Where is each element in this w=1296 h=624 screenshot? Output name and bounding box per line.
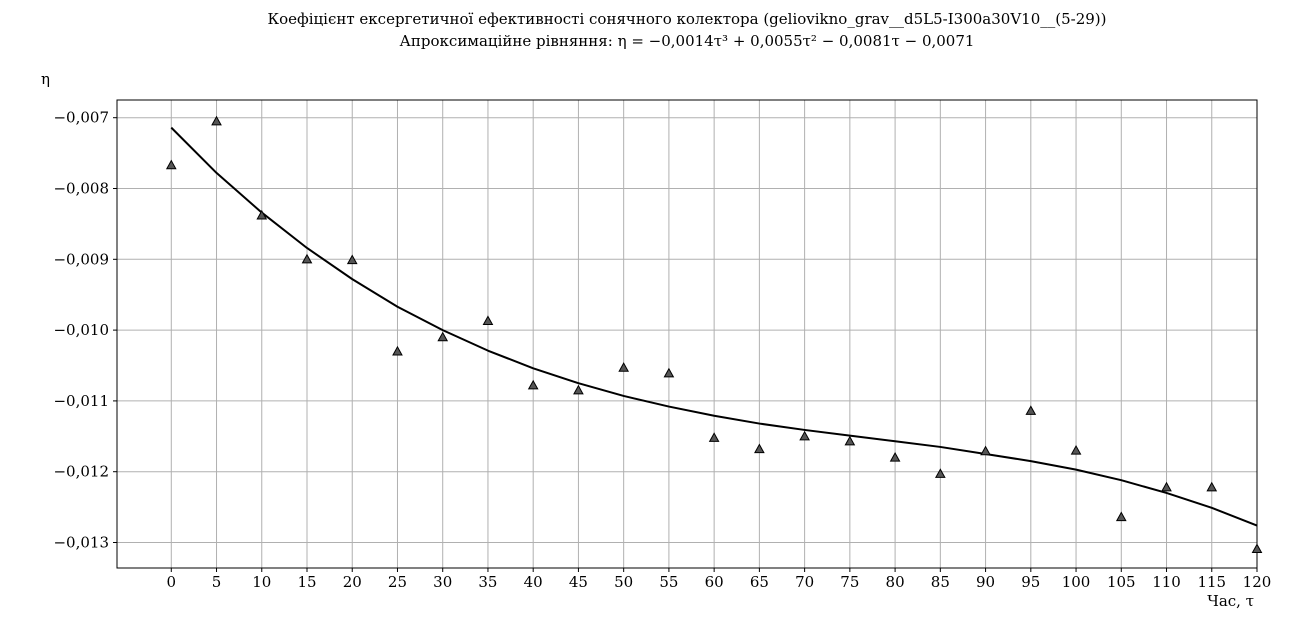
y-tick-label: −0,012	[53, 463, 109, 481]
fit-line	[170, 126, 1258, 527]
x-tick-label: 0	[167, 573, 177, 591]
data-point	[889, 452, 901, 462]
y-tick-label: −0,009	[53, 250, 109, 268]
data-point	[663, 367, 675, 378]
x-tick-label: 110	[1152, 573, 1181, 591]
data-point	[256, 209, 268, 220]
x-tick-label: 25	[388, 573, 407, 591]
chart-title: Коефіцієнт ексергетичної ефективності со…	[267, 10, 1107, 28]
x-axis-ticks: 0 5 10 15 20 25 30 35 40 45 50 55 60 65 70 75 80 85 90 95 10…	[167, 568, 1272, 591]
x-tick-label: 65	[750, 573, 769, 591]
data-point	[346, 254, 358, 265]
x-tick-label: 80	[886, 573, 905, 591]
x-tick-label: 45	[569, 573, 588, 591]
plot-frame	[116, 99, 1258, 569]
x-tick-label: 105	[1107, 573, 1136, 591]
data-point	[573, 384, 584, 395]
data-point	[392, 345, 403, 356]
x-tick-label: 60	[705, 573, 724, 591]
chart-title-block: Коефіцієнт ексергетичної ефективності со…	[0, 8, 1296, 52]
y-tick-label: −0,008	[53, 180, 109, 198]
x-tick-label: 115	[1197, 573, 1226, 591]
x-tick-label: 30	[433, 573, 452, 591]
y-axis-ticks: −0,007 −0,008 −0,009 −0,010 −0,011 −0,012 −0,0…	[53, 109, 117, 552]
data-point	[527, 379, 539, 390]
data-point	[482, 315, 494, 326]
y-tick-label: −0,011	[53, 392, 109, 410]
x-tick-label: 35	[478, 573, 497, 591]
x-tick-label: 120	[1243, 573, 1272, 591]
x-tick-label: 10	[252, 573, 271, 591]
data-point	[754, 443, 765, 454]
data-point	[799, 430, 810, 441]
y-tick-label: −0,010	[53, 321, 109, 339]
data-point	[980, 445, 991, 456]
data-point	[1070, 444, 1082, 455]
x-axis-label: Час, τ	[1207, 592, 1254, 610]
grid	[117, 100, 1258, 568]
x-tick-label: 85	[931, 573, 950, 591]
chart-subtitle: Апроксимаційне рівняння: η = −0,0014τ³ +…	[399, 32, 975, 50]
data-point	[934, 468, 946, 478]
data-point	[844, 435, 856, 446]
x-tick-label: 15	[297, 573, 316, 591]
data-point	[211, 115, 222, 126]
y-tick-label: −0,007	[53, 109, 109, 127]
axes	[116, 99, 1258, 569]
x-tick-label: 70	[795, 573, 814, 591]
data-point	[708, 432, 720, 442]
data-point	[1161, 481, 1172, 492]
x-tick-label: 90	[976, 573, 995, 591]
data-point	[165, 159, 177, 170]
x-tick-label: 5	[212, 573, 222, 591]
x-tick-label: 75	[840, 573, 859, 591]
fit-line-layer	[170, 126, 1258, 527]
data-point	[1025, 405, 1037, 415]
y-axis-label: η	[41, 70, 50, 88]
data-point	[1251, 543, 1263, 553]
x-tick-label: 50	[614, 573, 633, 591]
data-point	[618, 362, 630, 372]
scatter-points	[165, 115, 1263, 553]
x-tick-label: 95	[1021, 573, 1040, 591]
data-point	[437, 331, 449, 342]
x-tick-label: 100	[1062, 573, 1091, 591]
data-point	[301, 253, 313, 264]
data-point	[1115, 511, 1127, 522]
y-tick-label: −0,013	[53, 534, 109, 552]
x-tick-label: 40	[524, 573, 543, 591]
x-tick-label: 55	[659, 573, 678, 591]
data-point	[1206, 481, 1218, 492]
x-tick-label: 20	[343, 573, 362, 591]
